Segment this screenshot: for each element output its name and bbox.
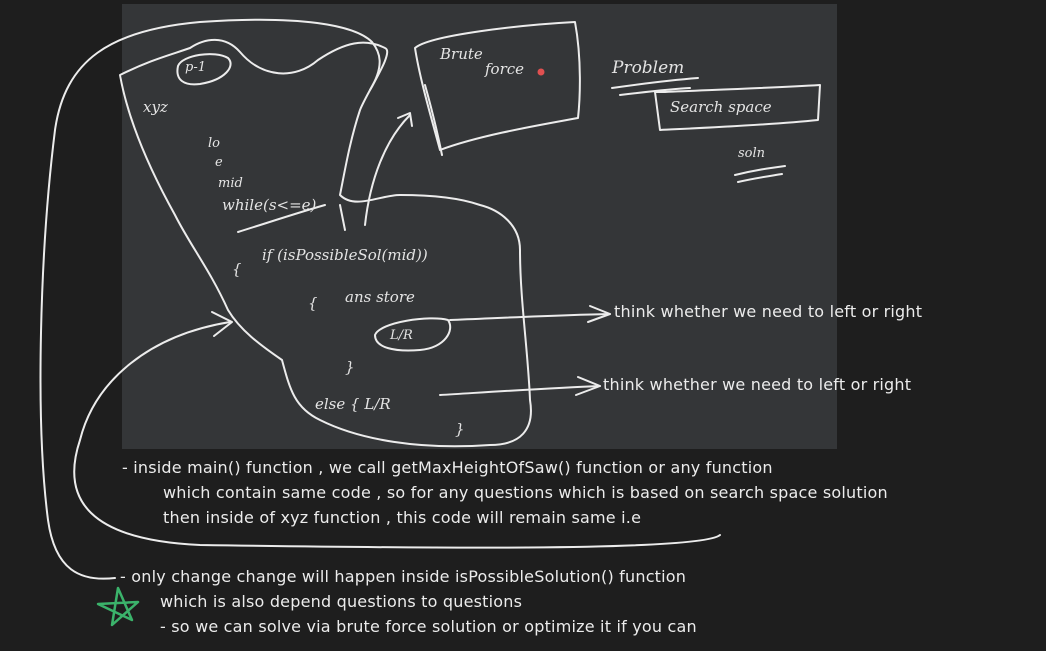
- arrow-icon: [575, 376, 601, 396]
- search-space-label: Search space: [670, 98, 772, 116]
- arrow-icon: [587, 305, 611, 323]
- arrow-icon: [397, 112, 413, 127]
- brute-force-box-inner: [424, 84, 443, 156]
- soln-underline: [734, 165, 786, 176]
- inner-brace: {: [308, 294, 318, 312]
- note-line-3: then inside of xyz function , this code …: [163, 508, 642, 527]
- while-label: while(s<=e): [222, 196, 317, 214]
- lr-label: L/R: [390, 328, 413, 343]
- brute-force-box: [414, 21, 581, 151]
- p1-label: p-1: [185, 60, 206, 75]
- p1-oval: [176, 53, 232, 86]
- arrow-note-2: think whether we need to left or right: [603, 375, 912, 394]
- arrow-note-1: think whether we need to left or right: [614, 302, 923, 321]
- if-label: if (isPossibleSol(mid)): [262, 246, 428, 264]
- arrow-else-line: [439, 385, 601, 396]
- star-icon: [96, 586, 140, 627]
- note-line-4: - only change change will happen inside …: [120, 567, 687, 586]
- arrow-icon: [211, 311, 233, 337]
- problem-underline: [611, 77, 699, 89]
- note-line-5: which is also depend questions to questi…: [160, 592, 523, 611]
- note-line-2: which contain same code , so for any que…: [163, 483, 888, 502]
- blob-outline: [119, 38, 532, 448]
- problem-label: Problem: [612, 58, 685, 78]
- search-space-box: [654, 84, 821, 131]
- open-brace: {: [232, 260, 242, 278]
- e-label: e: [215, 155, 223, 170]
- problem-underline-2: [619, 87, 691, 96]
- close-brace: }: [345, 358, 355, 376]
- arrow-lr-line: [449, 313, 611, 321]
- else-label: else { L/R: [315, 395, 391, 413]
- soln-underline-2: [737, 173, 783, 183]
- bracket-curve-1: [73, 321, 721, 549]
- ans-label: ans store: [345, 288, 415, 306]
- while-underline: [237, 204, 326, 233]
- down-arrow-line: [339, 204, 346, 231]
- force-label: force: [485, 60, 525, 78]
- pointer-dot: [537, 68, 545, 76]
- note-line-1: - inside main() function , we call getMa…: [122, 458, 773, 477]
- lr-oval: [374, 317, 452, 352]
- lo-label: lo: [208, 136, 220, 151]
- brute-arrow-line: [364, 114, 411, 226]
- code-panel: [122, 4, 837, 449]
- mid-label: mid: [218, 176, 243, 191]
- note-line-6: - so we can solve via brute force soluti…: [160, 617, 697, 636]
- brute-label: Brute: [440, 45, 483, 63]
- soln-label: soln: [738, 146, 766, 161]
- bracket-curve-2: [39, 18, 381, 580]
- xyz-label: xyz: [143, 98, 168, 116]
- else-close: }: [455, 420, 465, 438]
